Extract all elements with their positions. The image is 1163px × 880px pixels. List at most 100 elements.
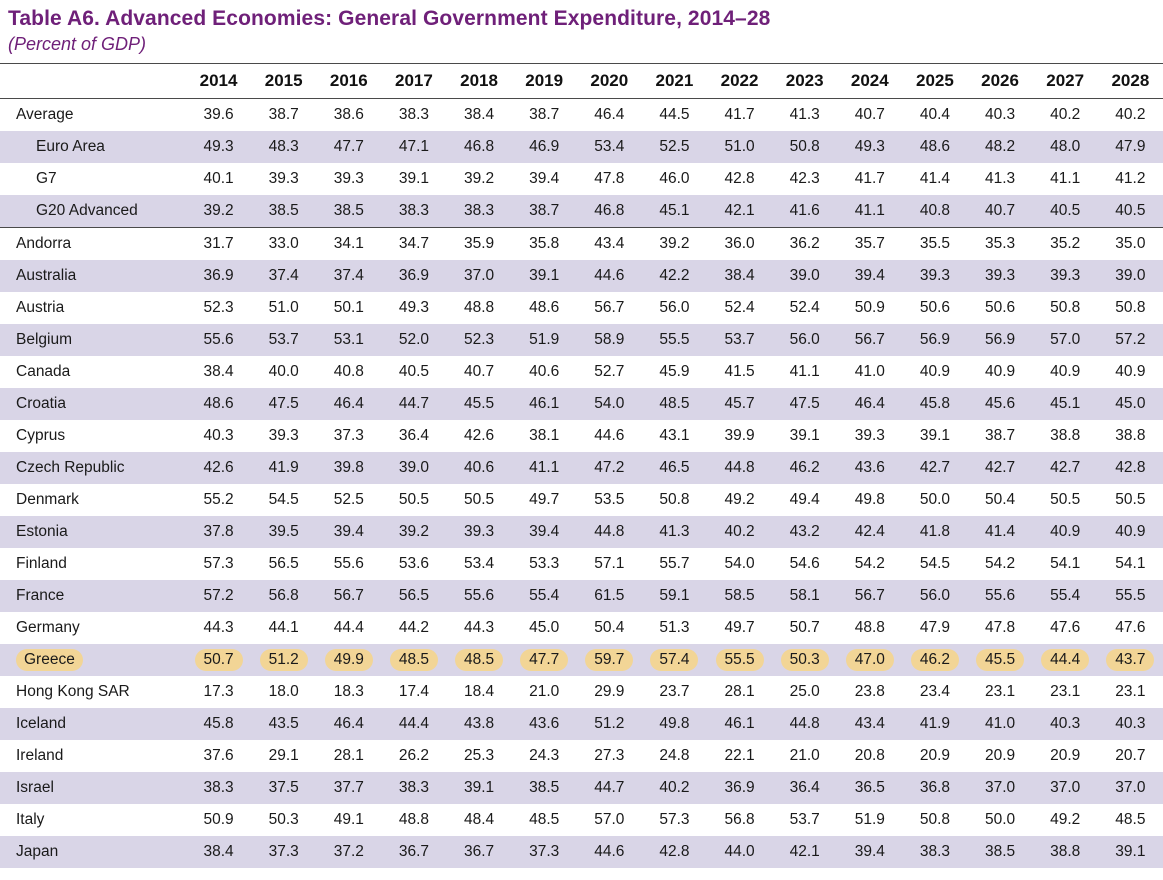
value-cell: 55.4	[529, 587, 560, 604]
value-cell: 34.7	[398, 235, 430, 252]
value-cell: 29.1	[268, 747, 299, 764]
value-cell: 39.3	[268, 170, 299, 187]
value-cell: 49.3	[203, 138, 234, 155]
value-cell: 41.2	[1115, 170, 1146, 187]
highlighted-value: 44.4	[1041, 649, 1090, 671]
value-cell: 40.4	[919, 106, 951, 123]
value-cell: 54.2	[854, 555, 885, 572]
value-cell: 38.4	[463, 106, 495, 123]
value-cell: 43.7	[1098, 644, 1163, 676]
value-cell: 46.8	[463, 138, 495, 155]
value-cell: 39.1	[398, 170, 430, 187]
value-cell: 54.1	[1050, 555, 1081, 572]
value-cell: 40.5	[398, 363, 430, 380]
value-cell: 38.5	[268, 202, 299, 219]
table-body: Average 39.6 38.7 38.6 38.3 38.4 38.7 46.4 44.5 4…	[0, 99, 1163, 868]
value-cell: 36.4	[398, 427, 430, 444]
value-cell: 45.8	[203, 715, 234, 732]
value-cell: 43.6	[854, 459, 885, 476]
value-cell: 41.4	[919, 170, 951, 187]
row-label: Euro Area	[36, 138, 105, 155]
value-cell: 40.8	[919, 202, 951, 219]
value-cell: 50.3	[772, 644, 837, 676]
value-cell: 40.0	[268, 363, 299, 380]
value-cell: 37.3	[529, 843, 560, 860]
value-cell: 51.0	[724, 138, 755, 155]
value-cell: 47.7	[333, 138, 364, 155]
value-cell: 33.0	[268, 235, 299, 252]
value-cell: 46.8	[594, 202, 625, 219]
value-cell: 37.2	[333, 843, 364, 860]
value-cell: 37.3	[333, 427, 364, 444]
row-label: G7	[36, 170, 57, 187]
value-cell: 53.6	[398, 555, 430, 572]
value-cell: 56.7	[594, 299, 625, 316]
value-cell: 41.4	[984, 523, 1016, 540]
value-cell: 39.0	[789, 267, 820, 284]
year-header: 2022	[720, 71, 759, 90]
value-cell: 47.1	[398, 138, 430, 155]
value-cell: 42.4	[854, 523, 885, 540]
table-row: Iceland 45.8 43.5 46.4 44.4 43.8 43.6 51.2 49.8 4…	[0, 708, 1163, 740]
table-row: Italy 50.9 50.3 49.1 48.8 48.4 48.5 57.0 57.3 56.…	[0, 804, 1163, 836]
value-cell: 39.3	[463, 523, 495, 540]
table-row: Euro Area 49.3 48.3 47.7 47.1 46.8 46.9 53.4 52.…	[0, 131, 1163, 163]
value-cell: 37.3	[268, 843, 299, 860]
value-cell: 45.5	[463, 395, 495, 412]
row-label: France	[16, 587, 65, 604]
table-row: Croatia 48.6 47.5 46.4 44.7 45.5 46.1 54.0 48.5 4…	[0, 388, 1163, 420]
value-cell: 39.3	[333, 170, 364, 187]
value-cell: 41.0	[854, 363, 885, 380]
row-label: Czech Republic	[16, 459, 125, 476]
value-cell: 39.6	[203, 106, 234, 123]
table-row: Canada 38.4 40.0 40.8 40.5 40.7 40.6 52.7 45.9 41…	[0, 356, 1163, 388]
value-cell: 51.2	[251, 644, 316, 676]
value-cell: 46.2	[789, 459, 820, 476]
value-cell: 20.9	[984, 747, 1016, 764]
value-cell: 47.8	[984, 619, 1016, 636]
value-cell: 50.6	[984, 299, 1016, 316]
value-cell: 35.2	[1050, 235, 1081, 252]
value-cell: 31.7	[203, 235, 234, 252]
value-cell: 53.7	[268, 331, 299, 348]
country-column-header	[0, 64, 186, 99]
value-cell: 20.8	[854, 747, 885, 764]
value-cell: 54.1	[1115, 555, 1146, 572]
value-cell: 58.9	[594, 331, 625, 348]
value-cell: 49.7	[529, 491, 560, 508]
value-cell: 23.7	[659, 683, 690, 700]
value-cell: 57.0	[594, 811, 625, 828]
value-cell: 42.8	[724, 170, 755, 187]
value-cell: 41.7	[724, 106, 755, 123]
value-cell: 50.5	[1050, 491, 1081, 508]
value-cell: 49.8	[659, 715, 690, 732]
value-cell: 50.7	[789, 619, 820, 636]
value-cell: 46.4	[333, 395, 364, 412]
value-cell: 38.3	[463, 202, 495, 219]
value-cell: 35.3	[984, 235, 1016, 252]
value-cell: 45.0	[529, 619, 560, 636]
value-cell: 55.6	[984, 587, 1016, 604]
value-cell: 38.5	[529, 779, 560, 796]
value-cell: 49.3	[854, 138, 885, 155]
value-cell: 49.3	[398, 299, 430, 316]
value-cell: 45.1	[1050, 395, 1081, 412]
value-cell: 48.6	[919, 138, 951, 155]
value-cell: 48.3	[268, 138, 299, 155]
value-cell: 39.3	[984, 267, 1016, 284]
value-cell: 40.7	[854, 106, 885, 123]
row-label: Israel	[16, 779, 54, 796]
table-row: France 57.2 56.8 56.7 56.5 55.6 55.4 61.5 59.1 58…	[0, 580, 1163, 612]
table-row: Greece 50.7 51.2 49.9 48.5 48.5 47.7 59.7 57.4 55…	[0, 644, 1163, 676]
year-header: 2017	[395, 71, 433, 90]
table-row: Germany 44.3 44.1 44.4 44.2 44.3 45.0 50.4 51.3 4…	[0, 612, 1163, 644]
value-cell: 52.3	[203, 299, 234, 316]
value-cell: 48.8	[463, 299, 495, 316]
value-cell: 51.0	[268, 299, 299, 316]
value-cell: 40.9	[984, 363, 1016, 380]
value-cell: 48.5	[447, 644, 512, 676]
value-cell: 53.3	[529, 555, 560, 572]
value-cell: 37.0	[1050, 779, 1081, 796]
value-cell: 58.1	[789, 587, 820, 604]
value-cell: 48.5	[659, 395, 690, 412]
